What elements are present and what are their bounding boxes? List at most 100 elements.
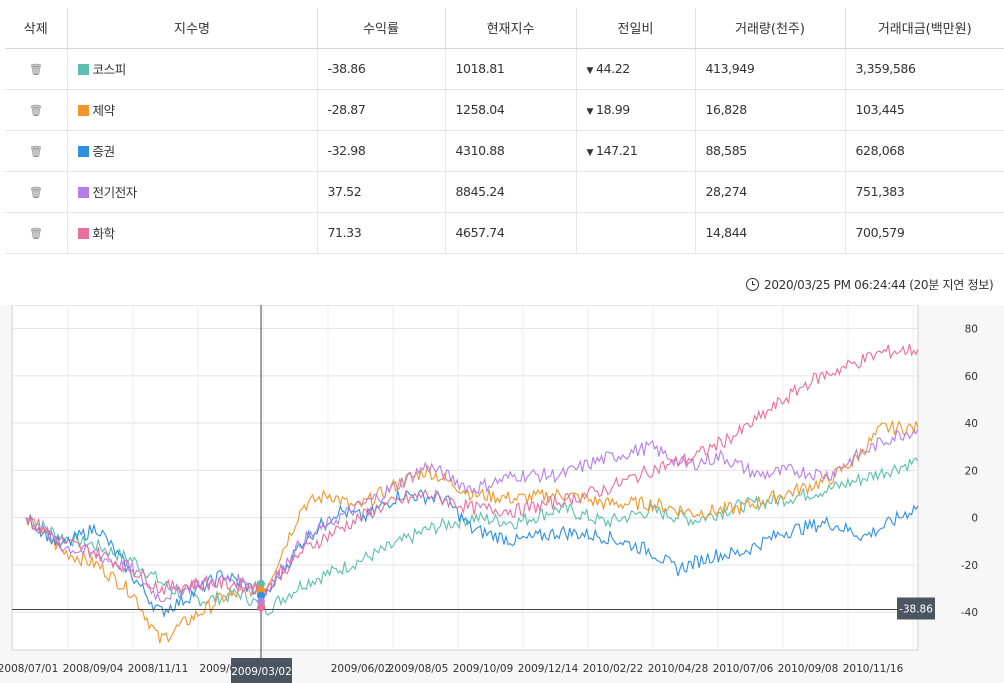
delete-cell: 🗑︎ [5,89,67,131]
volume-cell: 88,585 [694,130,845,172]
volume-cell: 14,844 [694,212,845,254]
return-cell: 37.52 [316,171,445,213]
delete-cell: 🗑︎ [5,130,67,172]
timestamp-text: 2020/03/25 PM 06:24:44 (20분 지연 정보) [764,278,994,292]
series-color-swatch [77,228,89,239]
current-index-cell: 1018.81 [444,48,576,90]
down-arrow-icon: ▼ [586,148,594,158]
x-tick-label: 2010/07/06 [713,663,774,675]
volume-cell: 28,274 [694,171,845,213]
x-tick-label: 2009/08/05 [388,663,449,675]
index-name-cell: 화학 [66,212,317,254]
return-cell: -28.87 [316,89,445,131]
return-cell: 71.33 [316,212,445,254]
change-cell: ▼ 147.21 [575,130,695,172]
line-chart[interactable]: 80 60 40 20 0 -20 -40 2008/07/01 2008/09/04 2008/… [0,305,1004,683]
amount-cell: 700,579 [844,212,1004,254]
trash-icon[interactable]: 🗑︎ [28,145,43,158]
cursor-marker [257,597,265,606]
chart-area[interactable]: 80 60 40 20 0 -20 -40 2008/07/01 2008/09/04 2008/… [0,305,1004,683]
cursor-marker [257,591,265,600]
col-current-index: 현재지수 [444,8,576,49]
delete-cell: 🗑︎ [5,212,67,254]
down-arrow-icon: ▼ [586,66,594,76]
y-tick-label: -40 [961,607,978,619]
series-line [25,489,919,619]
trash-icon[interactable]: 🗑︎ [28,186,43,199]
x-tick-label: 2008/07/01 [0,663,58,675]
series-line [25,420,919,644]
index-name-cell: 전기전자 [66,171,317,213]
x-tick-label: 2008/09/04 [63,663,124,675]
x-tick-label: 2009/06/02 [331,663,392,675]
return-cell: -32.98 [316,130,445,172]
trash-icon[interactable]: 🗑︎ [28,227,43,240]
trash-icon[interactable]: 🗑︎ [28,104,43,117]
cursor-marker [257,585,265,594]
date-tag-label: 2009/03/02 [231,666,292,678]
series-color-swatch [77,105,89,116]
col-volume: 거래량(천주) [694,8,845,49]
index-name-cell: 코스피 [66,48,317,90]
index-table: 삭제 지수명 수익률 현재지수 전일비 거래량(천주) 거래대금(백만원) 🗑︎… [5,8,1004,254]
amount-cell: 628,068 [844,130,1004,172]
index-name: 코스피 [92,62,127,77]
series-color-swatch [77,64,89,75]
index-name-cell: 제약 [66,89,317,131]
col-return: 수익률 [316,8,445,49]
table-row: 🗑︎ 코스피 -38.86 1018.81 ▼ 44.22 413,949 3,359,586 [5,48,1004,90]
x-tick-label: 2010/04/28 [648,663,709,675]
change-cell [575,171,695,213]
series-line [25,343,919,597]
col-amount: 거래대금(백만원) [844,8,1004,49]
current-index-cell: 4310.88 [444,130,576,172]
x-tick-label: 2008/11/11 [128,663,189,675]
volume-cell: 16,828 [694,89,845,131]
index-name: 전기전자 [92,185,138,200]
table-row: 🗑︎ 화학 71.33 4657.74 14,844 700,579 [5,212,1004,254]
trash-icon[interactable]: 🗑︎ [28,63,43,76]
table-row: 🗑︎ 제약 -28.87 1258.04 ▼ 18.99 16,828 103,445 [5,89,1004,131]
series-line [25,457,919,616]
value-tag [897,597,935,620]
x-tick-label: 2009/10/09 [453,663,514,675]
delete-cell: 🗑︎ [5,48,67,90]
x-tick-label: 2010/09/08 [778,663,839,675]
amount-cell: 103,445 [844,89,1004,131]
cursor-marker [257,579,265,588]
change-cell: ▼ 44.22 [575,48,695,90]
current-index-cell: 4657.74 [444,212,576,254]
x-tick-label: 2010/02/22 [583,663,644,675]
y-tick-label: 40 [965,418,978,430]
col-delete: 삭제 [5,8,67,49]
amount-cell: 3,359,586 [844,48,1004,90]
y-tick-label: 20 [965,465,978,477]
y-tick-label: 80 [965,324,978,336]
change-value: 147.21 [596,143,638,158]
index-name-cell: 증권 [66,130,317,172]
y-tick-label: 60 [965,371,978,383]
table-header-row: 삭제 지수명 수익률 현재지수 전일비 거래량(천주) 거래대금(백만원) [5,8,1004,49]
delete-cell: 🗑︎ [5,171,67,213]
volume-cell: 413,949 [694,48,845,90]
current-index-cell: 1258.04 [444,89,576,131]
clock-icon [746,278,759,291]
change-cell [575,212,695,254]
index-name: 증권 [92,144,116,159]
x-tick-label: 2010/11/16 [843,663,904,675]
down-arrow-icon: ▼ [586,107,594,117]
change-value: 18.99 [596,102,630,117]
table-row: 🗑︎ 증권 -32.98 4310.88 ▼ 147.21 88,585 628,068 [5,130,1004,172]
col-index-name: 지수명 [66,8,317,49]
table-row: 🗑︎ 전기전자 37.52 8845.24 28,274 751,383 [5,171,1004,213]
date-tag [231,658,292,683]
x-tick-label: 2009/12/14 [518,663,579,675]
index-name: 화학 [92,226,116,241]
value-tag-label: -38.86 [899,603,933,615]
index-name: 제약 [92,103,116,118]
change-cell: ▼ 18.99 [575,89,695,131]
change-value: 44.22 [596,61,630,76]
y-tick-label: -20 [961,560,978,572]
series-color-swatch [77,146,89,157]
amount-cell: 751,383 [844,171,1004,213]
